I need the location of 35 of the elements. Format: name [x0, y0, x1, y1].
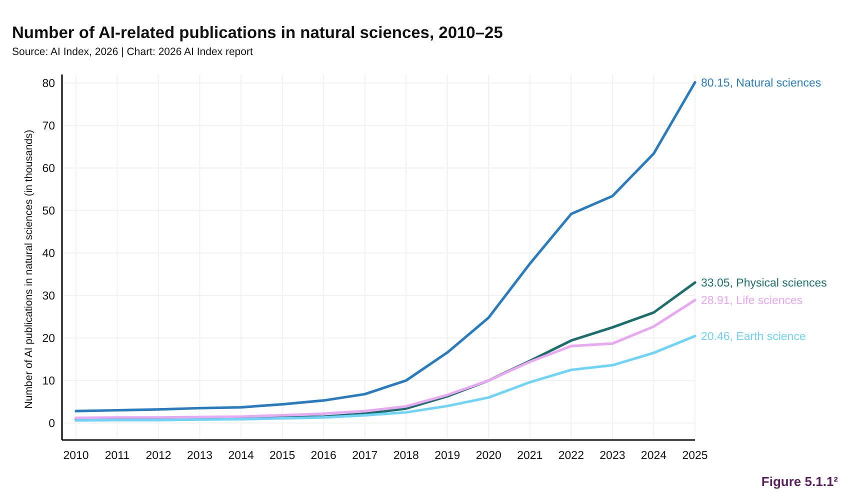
x-tick-label: 2015	[270, 450, 296, 462]
x-tick-label: 2014	[228, 450, 254, 462]
x-tick-label: 2024	[640, 450, 668, 462]
y-tick-label: 80	[42, 78, 55, 90]
x-tick-label: 2012	[146, 450, 172, 462]
chart-subtitle: Source: AI Index, 2026 | Chart: 2026 AI Index report	[12, 46, 253, 58]
y-tick-label: 50	[42, 206, 55, 218]
x-tick-label: 2011	[104, 450, 130, 462]
text: 28.91, Life sciences	[701, 295, 803, 308]
x-tick-label: 2019	[434, 450, 460, 462]
x-tick-label: 2013	[187, 450, 213, 462]
x-tick-label: 2010	[63, 450, 89, 462]
text: 80.15, Natural sciences	[701, 77, 822, 90]
x-tick-label: 2016	[310, 450, 336, 462]
text: 33.05, Physical sciences	[701, 278, 827, 290]
y-axis-title: Number of AI publications in natural sciences (in thousands)	[23, 130, 35, 409]
y-tick-label: 60	[42, 163, 55, 176]
y-tick-label: 70	[42, 120, 55, 133]
chart-title: Number of AI-related publications in natural sciences, 2010–25	[12, 24, 503, 42]
y-tick-label: 0	[48, 418, 55, 430]
x-tick-label: 2025	[682, 450, 708, 462]
text: 20.46, Earth science	[701, 331, 806, 344]
x-tick-label: 2021	[517, 450, 543, 462]
x-tick-label: 2018	[393, 450, 419, 462]
x-tick-label: 2022	[558, 450, 584, 462]
y-tick-label: 20	[42, 333, 55, 346]
y-tick-label: 10	[42, 376, 55, 388]
y-tick-label: 40	[42, 248, 55, 260]
line-series	[74, 334, 696, 422]
x-tick-label: 2023	[600, 450, 626, 462]
x-tick-label: 2020	[476, 450, 502, 462]
y-tick-label: 30	[42, 290, 55, 303]
line-series	[74, 81, 696, 412]
x-tick-label: 2017	[352, 450, 378, 462]
caption: Figure 5.1.1²	[761, 474, 839, 489]
